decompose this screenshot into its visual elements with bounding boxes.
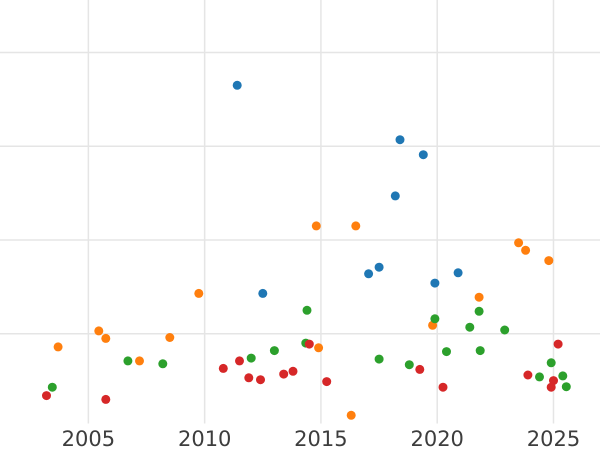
data-point-blue <box>430 278 440 288</box>
data-point-orange <box>544 256 554 266</box>
data-point-orange <box>346 410 356 420</box>
data-point-blue <box>390 191 400 201</box>
data-point-red <box>322 377 332 387</box>
data-point-orange <box>94 326 104 336</box>
grid-layer <box>0 0 600 424</box>
data-point-orange <box>521 245 531 255</box>
data-point-orange <box>514 238 524 248</box>
data-point-red <box>279 369 289 379</box>
data-point-green <box>442 347 451 357</box>
points-layer <box>42 80 571 420</box>
data-point-red <box>288 366 298 376</box>
data-point-green <box>269 346 279 356</box>
data-point-green <box>474 306 484 316</box>
data-point-green <box>465 322 475 332</box>
data-point-green <box>546 358 556 368</box>
x-tick-label: 2020 <box>410 427 463 450</box>
data-point-blue <box>374 262 384 272</box>
data-point-green <box>404 360 414 370</box>
data-point-green <box>158 359 168 369</box>
data-point-red <box>244 373 254 383</box>
data-point-green <box>47 382 57 392</box>
data-point-red <box>415 364 425 374</box>
x-axis-tick-labels: 2005 2010 2015 2020 2025 <box>62 427 581 450</box>
data-point-orange <box>311 221 321 231</box>
data-point-blue <box>418 150 428 160</box>
data-point-blue <box>364 269 374 279</box>
data-point-orange <box>165 333 175 342</box>
data-point-orange <box>135 356 144 366</box>
data-point-blue <box>258 288 268 298</box>
data-point-green <box>246 353 256 363</box>
data-point-red <box>101 394 111 404</box>
data-point-red <box>256 375 265 385</box>
data-point-red <box>523 370 533 380</box>
data-point-orange <box>194 288 204 298</box>
data-point-orange <box>351 221 361 231</box>
data-point-green <box>558 371 568 381</box>
data-point-blue <box>395 135 405 145</box>
data-point-green <box>123 356 133 366</box>
data-point-green <box>561 382 571 392</box>
data-point-green <box>302 305 312 315</box>
data-point-green <box>374 354 384 364</box>
data-point-green <box>475 346 485 356</box>
data-point-blue <box>232 80 242 90</box>
data-point-red <box>42 391 51 401</box>
x-tick-label: 2005 <box>62 427 115 450</box>
x-tick-label: 2010 <box>178 427 231 450</box>
data-point-red <box>438 382 448 392</box>
data-point-green <box>430 314 440 324</box>
data-point-orange <box>101 333 111 343</box>
data-point-red <box>235 356 244 366</box>
data-point-blue <box>453 268 463 278</box>
data-point-red <box>546 382 556 392</box>
data-point-green <box>500 325 510 335</box>
data-point-orange <box>53 342 63 352</box>
data-point-orange <box>474 292 484 302</box>
data-point-red <box>218 363 228 373</box>
data-point-green <box>535 372 544 382</box>
data-point-red <box>553 339 563 349</box>
x-tick-label: 2015 <box>294 427 347 450</box>
data-point-red <box>304 339 314 349</box>
x-tick-label: 2025 <box>527 427 580 450</box>
data-point-orange <box>314 343 324 353</box>
